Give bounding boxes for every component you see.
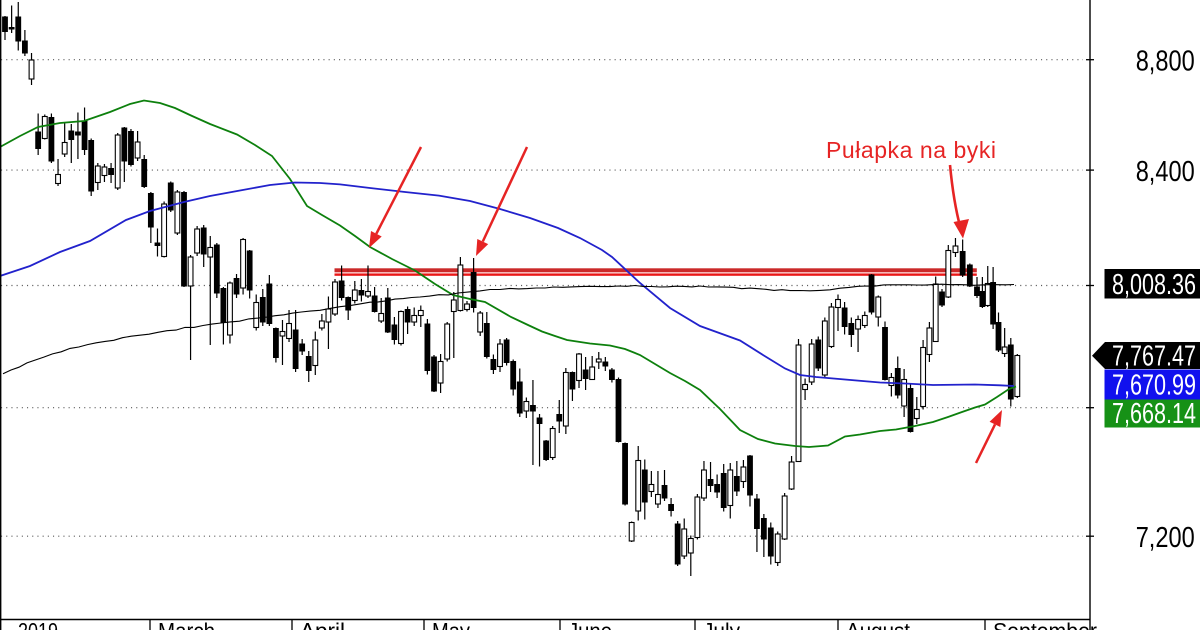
svg-text:7,668.14: 7,668.14: [1112, 398, 1196, 430]
svg-text:May: May: [432, 619, 471, 631]
svg-text:March: March: [158, 619, 215, 631]
svg-text:7,767.47: 7,767.47: [1112, 341, 1196, 373]
svg-text:8,008.36: 8,008.36: [1112, 269, 1196, 301]
svg-text:June: June: [568, 619, 612, 631]
svg-text:8,400: 8,400: [1136, 156, 1195, 188]
svg-text:September: September: [993, 619, 1097, 631]
svg-text:August: August: [846, 619, 911, 631]
svg-text:2019: 2019: [18, 619, 58, 631]
svg-text:Pułapka na byki: Pułapka na byki: [826, 137, 996, 163]
svg-text:7,200: 7,200: [1136, 522, 1195, 554]
svg-text:8,800: 8,800: [1136, 46, 1195, 78]
svg-text:July: July: [703, 619, 741, 631]
svg-text:April: April: [300, 619, 345, 631]
svg-text:7,670.99: 7,670.99: [1112, 370, 1196, 402]
